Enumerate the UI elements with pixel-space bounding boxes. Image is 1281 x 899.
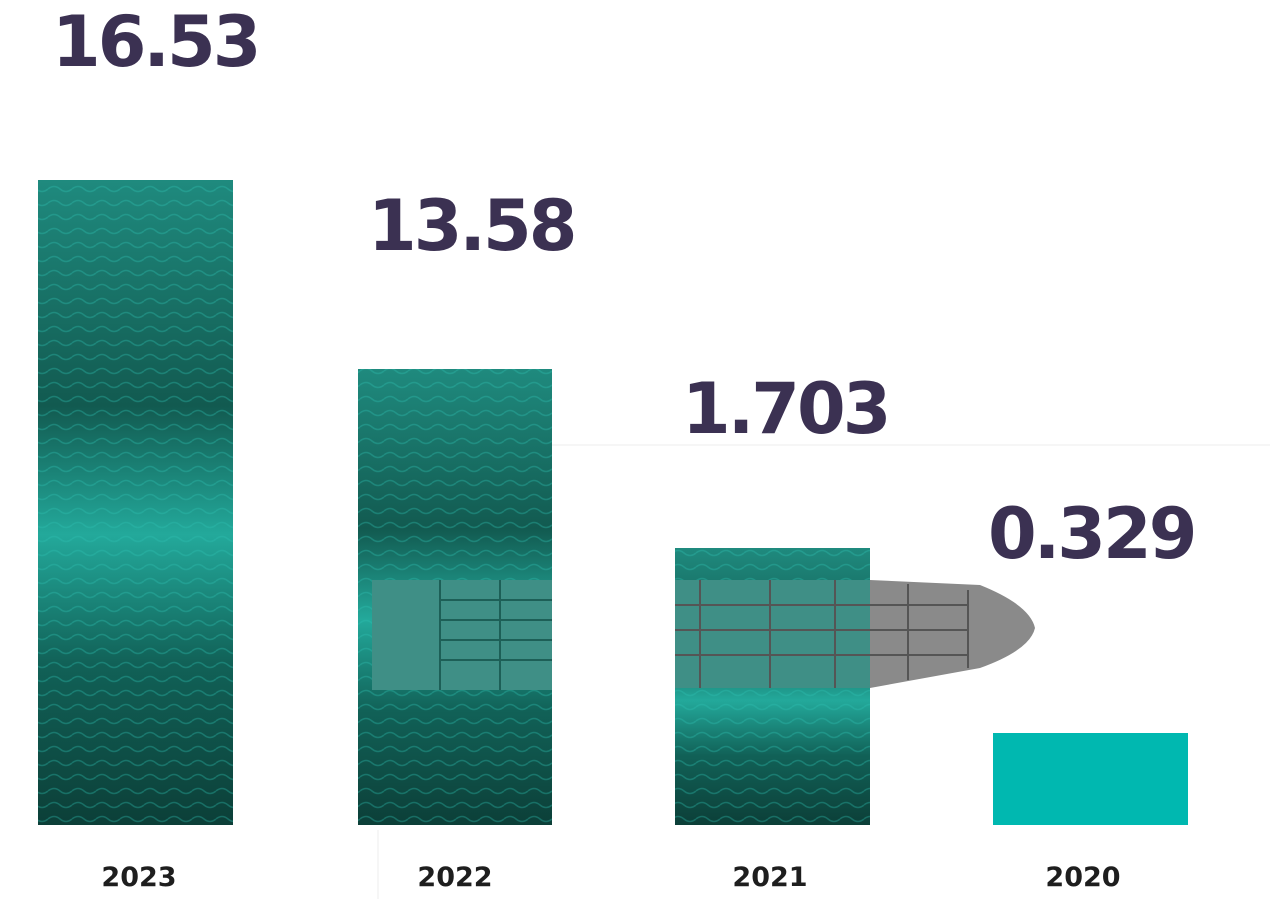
year-label: 2022	[417, 862, 492, 893]
bar-panel	[358, 369, 552, 825]
value-label: 1.703	[682, 368, 888, 450]
value-label: 16.53	[52, 1, 258, 83]
year-label: 2023	[101, 862, 176, 893]
value-label: 13.58	[368, 185, 574, 267]
bar-panel	[675, 548, 1035, 825]
year-label: 2021	[732, 862, 807, 893]
value-label: 0.329	[988, 493, 1194, 575]
year-label: 2020	[1045, 862, 1120, 893]
bar-panel	[993, 733, 1188, 825]
bar-panel	[38, 180, 233, 825]
